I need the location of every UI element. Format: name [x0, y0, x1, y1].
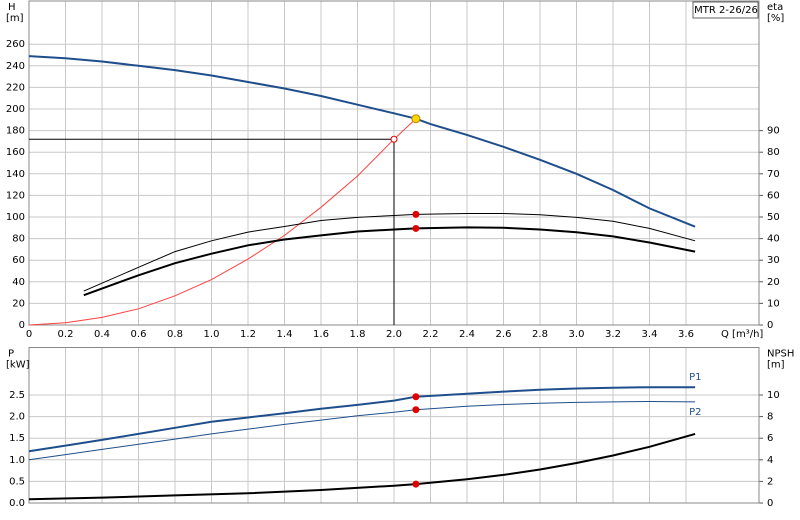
y-tick-label: 140 [6, 169, 25, 180]
y2-tick-label: 80 [767, 147, 780, 158]
x-tick-label: 3.4 [642, 329, 658, 340]
y2-tick-label: 90 [767, 126, 780, 137]
duty-point [412, 406, 420, 414]
x-tick-label: 3.6 [678, 329, 694, 340]
chart-title: MTR 2-26/26 [694, 5, 758, 16]
x-tick-label: 1.0 [204, 329, 220, 340]
curve-label: P1 [689, 372, 701, 383]
x-tick-label: 3.0 [569, 329, 585, 340]
y-tick-label: 40 [12, 277, 25, 288]
y2-tick-label: 2 [767, 476, 773, 487]
y2-tick-label: 6 [767, 433, 773, 444]
y-tick-label: 1.0 [9, 455, 25, 466]
y2-axis-unit: [%] [767, 13, 784, 24]
y2-axis-label: NPSH [767, 349, 794, 360]
y-tick-label: 240 [6, 61, 25, 72]
y-tick-label: 1.5 [9, 433, 25, 444]
duty-point [411, 114, 421, 124]
reference-point [390, 135, 398, 143]
x-tick-label: 2.0 [386, 329, 402, 340]
y2-tick-label: 0 [767, 320, 773, 331]
y-tick-label: 260 [6, 39, 25, 50]
y-axis-label: H [8, 2, 16, 13]
y2-tick-label: 0 [767, 498, 773, 509]
y2-tick-label: 10 [767, 390, 780, 401]
curve [83, 226, 696, 297]
y-tick-label: 120 [6, 190, 25, 201]
y-axis-label: P [8, 349, 14, 360]
x-tick-label: 2.8 [532, 329, 548, 340]
curve [28, 55, 696, 228]
x-tick-label: 1.2 [240, 329, 256, 340]
y2-tick-label: 8 [767, 412, 773, 423]
y-tick-label: 80 [12, 234, 25, 245]
y2-tick-label: 30 [767, 255, 780, 266]
curve [28, 386, 696, 453]
y2-tick-label: 20 [767, 277, 780, 288]
x-tick-label: 3.2 [605, 329, 621, 340]
x-tick-label: 2.4 [459, 329, 475, 340]
y-tick-label: 20 [12, 298, 25, 309]
x-tick-label: 0.6 [131, 329, 147, 340]
x-tick-label: 1.6 [313, 329, 329, 340]
x-tick-label: 1.4 [277, 329, 293, 340]
x-tick-label: 2.6 [496, 329, 512, 340]
plot-frame [28, 347, 760, 504]
y-axis-unit: [m] [6, 13, 24, 24]
y2-tick-label: 70 [767, 169, 780, 180]
y-tick-label: 200 [6, 104, 25, 115]
curve [28, 400, 696, 461]
y2-tick-label: 50 [767, 212, 780, 223]
duty-point [412, 224, 420, 232]
x-tick-label: 2.2 [423, 329, 439, 340]
x-tick-label: 0.2 [58, 329, 74, 340]
y-tick-label: 2.5 [9, 390, 25, 401]
y2-axis-label: eta [767, 2, 783, 13]
y-tick-label: 0.5 [9, 476, 25, 487]
y2-axis-unit: [m] [767, 360, 785, 371]
y-tick-label: 220 [6, 82, 25, 93]
x-tick-label: 0.4 [94, 329, 110, 340]
curve [28, 118, 417, 326]
x-axis-label: Q [m³/h] [721, 329, 763, 340]
y-tick-label: 160 [6, 147, 25, 158]
y-tick-label: 180 [6, 126, 25, 137]
y-tick-label: 100 [6, 212, 25, 223]
y-tick-label: 60 [12, 255, 25, 266]
curve [83, 213, 696, 292]
x-tick-label: 0 [26, 329, 32, 340]
y2-tick-label: 10 [767, 298, 780, 309]
duty-point [412, 210, 420, 218]
y-tick-label: 0 [19, 320, 25, 331]
y-tick-label: 0.0 [9, 498, 25, 509]
curve [28, 432, 696, 501]
y2-tick-label: 4 [767, 455, 773, 466]
x-tick-label: 0.8 [167, 329, 183, 340]
x-tick-label: 1.8 [350, 329, 366, 340]
y2-tick-label: 60 [767, 190, 780, 201]
y-axis-unit: [kW] [6, 360, 30, 371]
y-tick-label: 2.0 [9, 412, 25, 423]
duty-point [412, 480, 420, 488]
title-box [692, 1, 759, 19]
duty-point [412, 393, 420, 401]
curve-label: P2 [689, 407, 701, 418]
y2-tick-label: 40 [767, 234, 780, 245]
